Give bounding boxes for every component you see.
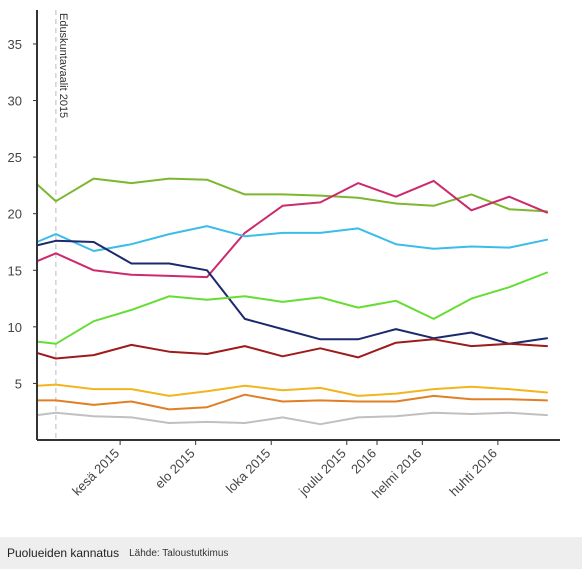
y-axis-ticks: 5 10 15 20 25 30 35: [8, 37, 37, 391]
x-tick-label: elo 2015: [152, 446, 198, 492]
x-tick-label: huhti 2016: [446, 446, 500, 500]
x-tick-label: loka 2015: [223, 446, 273, 496]
y-tick-label: 5: [15, 376, 22, 391]
line-chart: 5 10 15 20 25 30 35 Eduskuntavaalit 2015 kesä …: [8, 10, 560, 501]
annotation-label: Eduskuntavaalit 2015: [57, 13, 69, 118]
series-line-7: [36, 383, 548, 397]
y-tick-label: 25: [8, 150, 22, 165]
series-line-5: [36, 271, 548, 345]
series-line-9: [36, 411, 548, 426]
x-tick-label: kesä 2015: [69, 446, 122, 499]
series-line-3: [36, 225, 548, 252]
series-line-2: [36, 179, 548, 279]
series-line-6: [36, 338, 548, 360]
series-line-1: [36, 177, 548, 213]
y-tick-label: 35: [8, 37, 22, 52]
chart-footer: Puolueiden kannatus Lähde: Taloustutkimu…: [0, 537, 582, 569]
y-tick-label: 30: [8, 94, 22, 109]
series-line-8: [36, 393, 548, 411]
y-tick-label: 15: [8, 263, 22, 278]
series-line-4: [36, 239, 548, 345]
x-tick-label: helmi 2016: [369, 446, 425, 502]
y-tick-label: 20: [8, 207, 22, 222]
chart-footer-source: Lähde: Taloustutkimus: [129, 547, 229, 559]
x-tick-label: 2016: [348, 446, 379, 477]
series-lines: [36, 177, 548, 426]
annotations: Eduskuntavaalit 2015: [55, 10, 69, 440]
chart-footer-title: Puolueiden kannatus: [7, 546, 120, 560]
x-tick-label: joulu 2015: [295, 446, 349, 500]
y-tick-label: 10: [8, 320, 22, 335]
x-axis-ticks: kesä 2015 elo 2015 loka 2015 joulu 2015 2016…: [69, 440, 500, 501]
